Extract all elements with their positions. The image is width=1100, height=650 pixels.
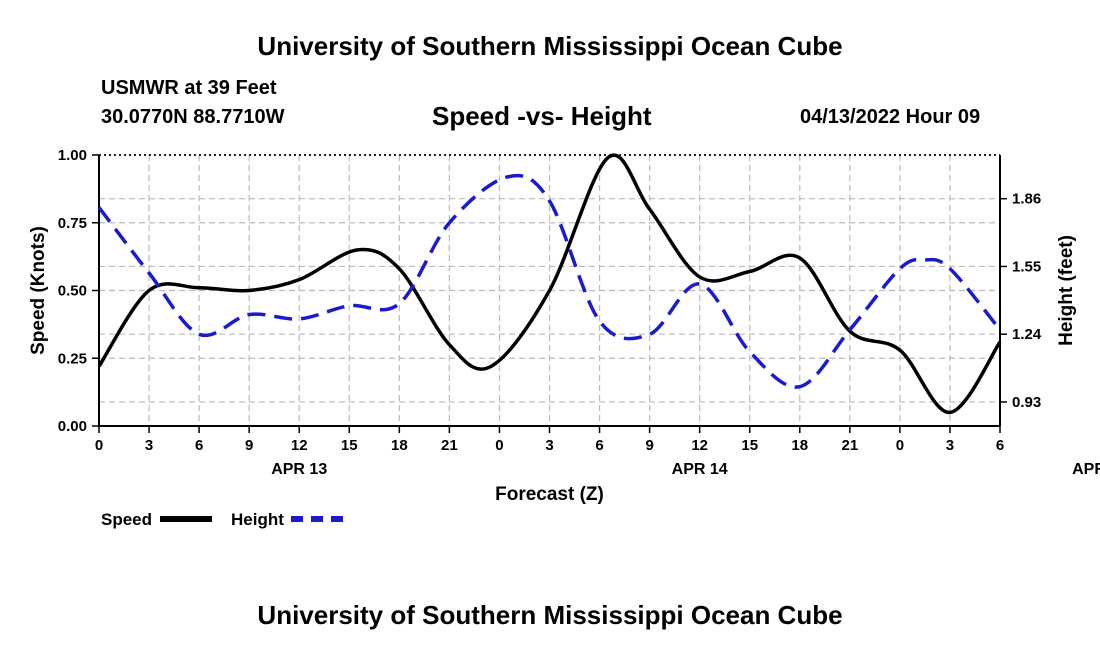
y-left-tick-label: 1.00 bbox=[58, 147, 87, 164]
x-tick-label: 12 bbox=[291, 437, 308, 454]
speed-height-chart: 0 3 6 9 12 15 18 21 0 3 6 9 12 15 18 21 0 3 6 0.00 0.25 0.50 0… bbox=[28, 147, 1100, 505]
y-left-tick-label: 0.50 bbox=[58, 283, 87, 300]
y-right-tick-label: 1.55 bbox=[1012, 258, 1041, 275]
y-right-axis-title: Height (feet) bbox=[1056, 235, 1077, 346]
x-axis-title: Forecast (Z) bbox=[495, 484, 604, 505]
station-name: USMWR at 39 Feet bbox=[101, 77, 277, 99]
y-right-tick-label: 1.86 bbox=[1012, 191, 1041, 208]
x-tick-label: 12 bbox=[691, 437, 708, 454]
y-left-tick-label: 0.00 bbox=[58, 418, 87, 435]
y-right-tick-label: 1.24 bbox=[1012, 326, 1042, 343]
legend-speed-swatch bbox=[160, 516, 212, 522]
x-tick-label: 6 bbox=[195, 437, 203, 454]
series-line-speed bbox=[97, 153, 1002, 415]
x-tick-label: 0 bbox=[95, 437, 103, 454]
x-tick-label: 3 bbox=[145, 437, 153, 454]
x-tick-label: 21 bbox=[441, 437, 458, 454]
x-tick-label: 0 bbox=[495, 437, 503, 454]
x-tick-label: 3 bbox=[545, 437, 553, 454]
x-tick-label: 15 bbox=[741, 437, 758, 454]
chart-subtitle: Speed -vs- Height bbox=[432, 101, 652, 131]
x-date-label: APR 14 bbox=[672, 461, 728, 478]
x-tick-label: 9 bbox=[645, 437, 653, 454]
y-left-tick-label: 0.75 bbox=[58, 215, 87, 232]
x-tick-label: 6 bbox=[996, 437, 1004, 454]
x-tick-label: 0 bbox=[896, 437, 904, 454]
x-tick-label: 6 bbox=[595, 437, 603, 454]
x-tick-label: 18 bbox=[391, 437, 408, 454]
forecast-datetime: 04/13/2022 Hour 09 bbox=[800, 106, 981, 128]
series-line-height bbox=[97, 173, 1002, 389]
legend-height-label: Height bbox=[231, 510, 284, 529]
y-left-axis-title: Speed (Knots) bbox=[28, 226, 49, 355]
station-coordinates: 30.0770N 88.7710W bbox=[101, 106, 285, 128]
x-tick-label: 15 bbox=[341, 437, 358, 454]
x-tick-label: 3 bbox=[946, 437, 954, 454]
x-date-label: APR 15 bbox=[1072, 461, 1100, 478]
y-left-tick-label: 0.25 bbox=[58, 350, 87, 367]
legend-height-swatch bbox=[291, 516, 343, 522]
x-date-label: APR 13 bbox=[271, 461, 327, 478]
x-tick-label: 9 bbox=[245, 437, 253, 454]
legend-speed-label: Speed bbox=[101, 510, 153, 529]
page-title: University of Southern Mississippi Ocean… bbox=[257, 31, 843, 61]
footer-title: University of Southern Mississippi Ocean… bbox=[257, 600, 843, 630]
x-tick-label: 21 bbox=[841, 437, 858, 454]
x-tick-label: 18 bbox=[791, 437, 808, 454]
y-right-tick-label: 0.93 bbox=[1012, 394, 1041, 411]
